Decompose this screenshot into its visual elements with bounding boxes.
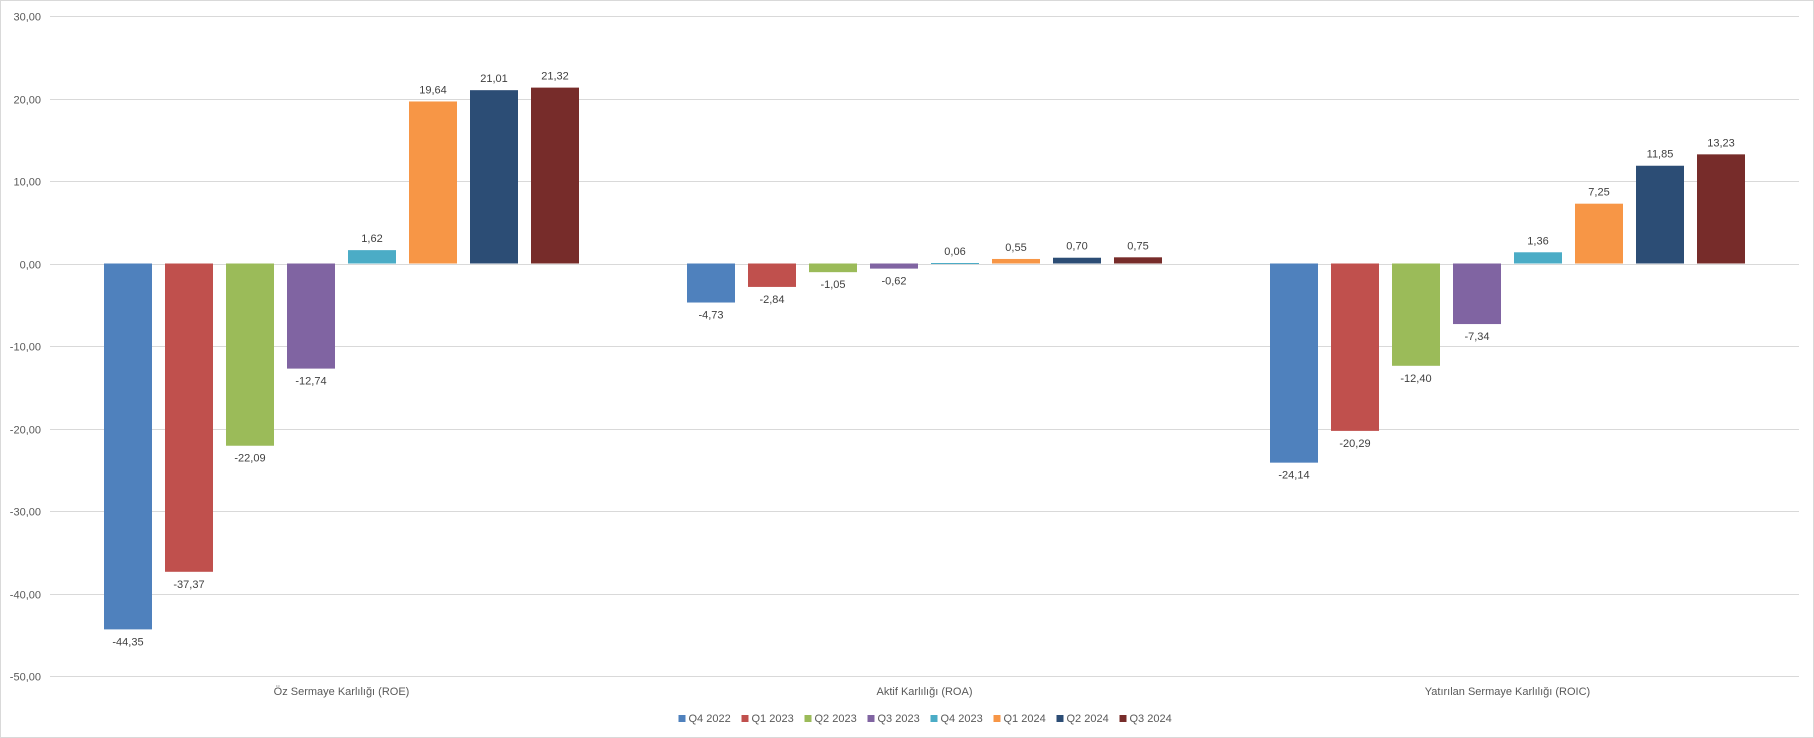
data-label: 0,06 bbox=[944, 246, 965, 258]
category-label: Öz Sermaye Karlılığı (ROE) bbox=[274, 686, 410, 698]
legend-swatch bbox=[804, 715, 812, 722]
legend-item: Q3 2024 bbox=[1119, 713, 1172, 725]
y-tick-label: 10,00 bbox=[13, 177, 41, 189]
data-label: -4,73 bbox=[698, 310, 723, 322]
bar bbox=[1697, 154, 1745, 264]
legend-item: Q2 2023 bbox=[804, 713, 857, 725]
legend-swatch bbox=[1119, 715, 1127, 722]
bar bbox=[870, 263, 918, 269]
bar bbox=[409, 101, 457, 264]
bar bbox=[1514, 252, 1562, 264]
y-axis-tick-labels: 30,00 20,00 10,00 0,00 -10,00 -20,00 -30,00 -40… bbox=[10, 12, 41, 684]
legend-label: Q4 2022 bbox=[689, 713, 731, 725]
legend-swatch bbox=[867, 715, 875, 722]
bar bbox=[104, 263, 152, 630]
data-label: -1,05 bbox=[820, 279, 845, 291]
bar bbox=[748, 263, 796, 287]
bar bbox=[1114, 257, 1162, 264]
bar bbox=[1270, 263, 1318, 463]
data-label: -20,29 bbox=[1339, 438, 1370, 450]
y-tick-label: 0,00 bbox=[20, 260, 41, 272]
legend-item: Q4 2022 bbox=[678, 713, 731, 725]
bar bbox=[1575, 203, 1623, 264]
legend-swatch bbox=[741, 715, 749, 722]
data-label: 21,32 bbox=[541, 71, 569, 83]
y-tick-label: 20,00 bbox=[13, 95, 41, 107]
legend-swatch bbox=[930, 715, 938, 722]
bar bbox=[1453, 263, 1501, 325]
bar bbox=[226, 263, 274, 446]
data-label: 0,55 bbox=[1005, 242, 1026, 254]
bar bbox=[287, 263, 335, 369]
legend: Q4 2022 Q1 2023 Q2 2023 Q3 2023 Q4 2023 Q1 20… bbox=[678, 713, 1172, 725]
gridlines bbox=[50, 16, 1799, 677]
data-label: -2,84 bbox=[759, 294, 784, 306]
data-labels: -44,35 -37,37 -22,09 -12,74 1,62 19,64 21,01 21… bbox=[112, 71, 1734, 649]
legend-label: Q4 2023 bbox=[941, 713, 983, 725]
data-label: 11,85 bbox=[1647, 149, 1674, 161]
data-label: 1,36 bbox=[1527, 235, 1548, 247]
data-label: 19,64 bbox=[419, 84, 447, 96]
bar bbox=[1636, 165, 1684, 264]
data-label: -44,35 bbox=[112, 636, 143, 648]
data-label: 7,25 bbox=[1588, 187, 1609, 199]
y-tick-label: -40,00 bbox=[10, 590, 41, 602]
legend-item: Q1 2024 bbox=[993, 713, 1046, 725]
data-label: -12,40 bbox=[1400, 373, 1431, 385]
legend-item: Q1 2023 bbox=[741, 713, 794, 725]
bars bbox=[104, 87, 1745, 630]
y-tick-label: -20,00 bbox=[10, 425, 41, 437]
legend-swatch bbox=[678, 715, 686, 722]
bar bbox=[1331, 263, 1379, 431]
bar bbox=[809, 263, 857, 273]
bar bbox=[687, 263, 735, 303]
legend-label: Q1 2024 bbox=[1004, 713, 1046, 725]
legend-item: Q3 2023 bbox=[867, 713, 920, 725]
bar bbox=[1392, 263, 1440, 366]
data-label: -7,34 bbox=[1464, 331, 1489, 343]
bar bbox=[992, 258, 1040, 264]
data-label: 21,01 bbox=[480, 73, 508, 85]
y-tick-label: -50,00 bbox=[10, 672, 41, 684]
y-tick-label: -10,00 bbox=[10, 342, 41, 354]
legend-label: Q2 2024 bbox=[1067, 713, 1109, 725]
data-label: -22,09 bbox=[234, 453, 265, 465]
bar bbox=[931, 263, 979, 265]
data-label: 13,23 bbox=[1707, 137, 1735, 149]
data-label: -37,37 bbox=[173, 579, 204, 591]
data-label: -12,74 bbox=[295, 376, 326, 388]
data-label: -0,62 bbox=[881, 276, 906, 288]
legend-label: Q2 2023 bbox=[815, 713, 857, 725]
data-label: 0,75 bbox=[1127, 240, 1148, 252]
bar bbox=[470, 90, 518, 264]
bar bbox=[531, 87, 579, 264]
category-labels: Öz Sermaye Karlılığı (ROE) Aktif Karlılığ… bbox=[274, 686, 1591, 698]
category-label: Yatırılan Sermaye Karlılığı (ROIC) bbox=[1425, 686, 1590, 698]
legend-label: Q3 2023 bbox=[878, 713, 920, 725]
legend-label: Q3 2024 bbox=[1130, 713, 1172, 725]
bar bbox=[348, 250, 396, 264]
legend-item: Q4 2023 bbox=[930, 713, 983, 725]
legend-item: Q2 2024 bbox=[1056, 713, 1109, 725]
data-label: -24,14 bbox=[1278, 470, 1309, 482]
data-label: 1,62 bbox=[361, 233, 382, 245]
legend-swatch bbox=[993, 715, 1001, 722]
bar bbox=[1053, 257, 1101, 264]
category-label: Aktif Karlılığı (ROA) bbox=[877, 686, 973, 698]
y-tick-label: -30,00 bbox=[10, 507, 41, 519]
bar bbox=[165, 263, 213, 572]
legend-label: Q1 2023 bbox=[752, 713, 794, 725]
legend-swatch bbox=[1056, 715, 1064, 722]
y-tick-label: 30,00 bbox=[13, 12, 41, 24]
data-label: 0,70 bbox=[1066, 241, 1087, 253]
